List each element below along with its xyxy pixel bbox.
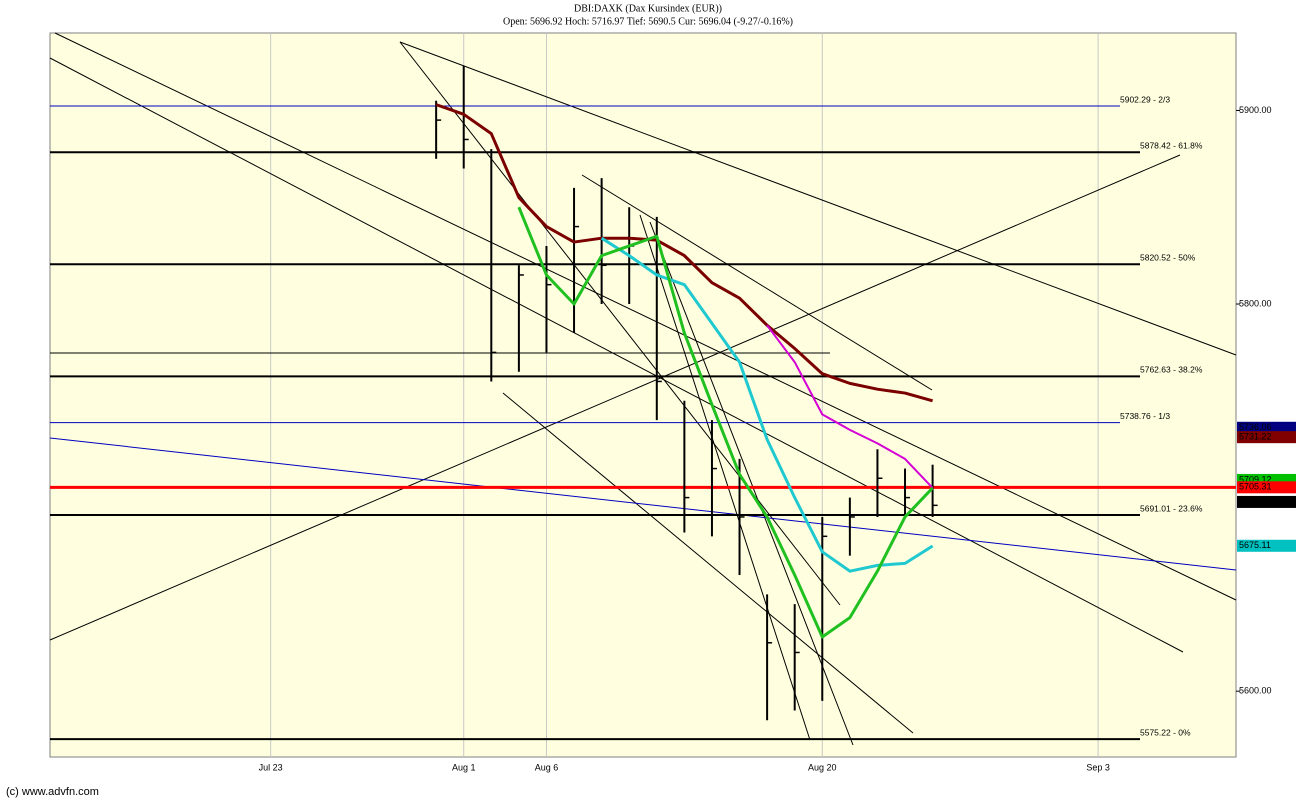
price-marker-label: 5705.31 <box>1239 482 1272 492</box>
level-label: 5762.63 - 38.2% <box>1140 365 1203 375</box>
chart-title: DBI:DAXK (Dax Kursindex (EUR)) <box>574 3 722 14</box>
price-marker-label: 5731.22 <box>1239 432 1272 442</box>
x-tick-label: Aug 6 <box>535 762 559 772</box>
level-label: 5738.76 - 1/3 <box>1120 411 1170 421</box>
x-tick-label: Aug 1 <box>452 762 476 772</box>
levels: 5902.29 - 2/3 5878.42 - 61.8% 5820.52 - 50… <box>50 94 1236 741</box>
average-line <box>600 236 934 573</box>
trend-line <box>581 174 933 391</box>
trend-line <box>399 41 841 606</box>
average-line <box>766 324 934 489</box>
price-marker <box>1237 481 1296 494</box>
level-label: 5820.52 - 50% <box>1140 253 1196 263</box>
price-marker <box>1237 421 1296 434</box>
level-label: 5691.01 - 23.6% <box>1140 503 1203 513</box>
trend-line <box>502 392 914 734</box>
y-tick-label: 5800.00 <box>1239 298 1272 308</box>
price-bars <box>435 65 938 721</box>
x-tick-label: Sep 3 <box>1086 762 1110 772</box>
price-marker <box>1237 495 1296 508</box>
average-line <box>435 103 934 403</box>
price-marker-label: 5736.06 <box>1239 422 1272 432</box>
trend-line <box>54 32 1237 601</box>
x-tick-label: Aug 20 <box>808 762 837 772</box>
y-tick-label: 5600.00 <box>1239 686 1272 696</box>
source: (c) www.advfn.com <box>6 786 99 798</box>
trend-line <box>49 437 1237 571</box>
price-marker <box>1237 431 1296 444</box>
level-label: 5902.29 - 2/3 <box>1120 94 1170 104</box>
trend-line <box>639 214 811 741</box>
chart-subtitle: Open: 5696.92 Hoch: 5716.97 Tief: 5690.5… <box>503 16 793 27</box>
trend-line <box>649 221 854 746</box>
level-label: 5575.22 - 0% <box>1140 727 1191 737</box>
price-marker-label: 5709.12 <box>1239 474 1272 484</box>
price-marker <box>1237 539 1296 552</box>
y-tick-label: 5900.00 <box>1239 105 1272 115</box>
price-marker-label: 5697.76 <box>1239 496 1272 506</box>
x-tick-label: Jul 23 <box>259 762 283 772</box>
axes: Jul 23 Aug 1 Aug 6 Aug 20 Sep 3 5600.00 5800.0… <box>259 105 1296 772</box>
price-marker-label: 5675.11 <box>1239 540 1271 550</box>
trend-lines <box>49 32 1237 746</box>
trend-line <box>399 41 1237 356</box>
level-label: 5878.42 - 61.8% <box>1140 140 1203 150</box>
trend-line <box>49 154 1181 641</box>
average-line <box>517 206 934 639</box>
moving-averages <box>435 103 934 639</box>
plot-area <box>49 32 1237 758</box>
trend-line <box>49 57 1184 653</box>
